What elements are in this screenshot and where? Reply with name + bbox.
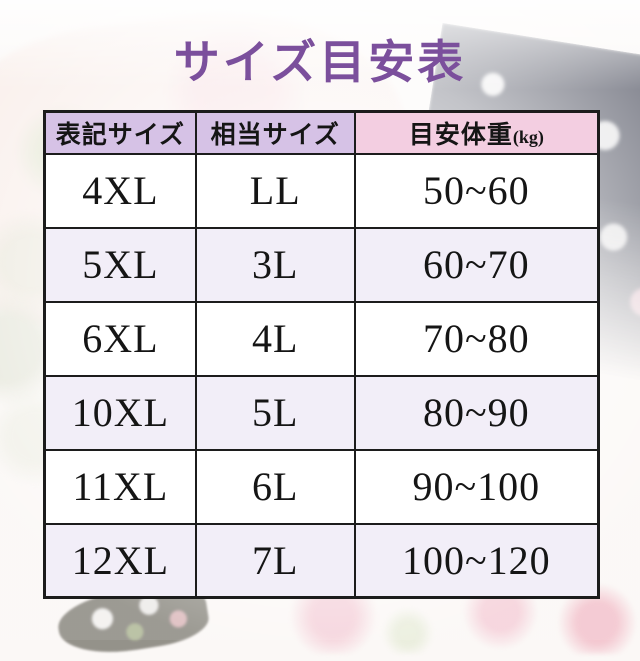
header-weight-unit: (kg): [512, 126, 544, 147]
table-row: 11XL 6L 90~100: [43, 448, 600, 525]
table-row: 4XL LL 50~60: [43, 152, 600, 229]
page-title: サイズ目安表: [173, 37, 467, 88]
cell-equivalent-size: 7L: [194, 522, 356, 599]
cell-display-size: 6XL: [43, 300, 197, 377]
cell-display-size: 5XL: [43, 226, 197, 303]
cell-weight-range: 70~80: [353, 300, 600, 377]
cell-weight-range: 60~70: [353, 226, 600, 303]
cell-weight-range: 100~120: [353, 522, 600, 599]
header-weight: 目安体重(kg): [353, 110, 600, 155]
table-row: 12XL 7L 100~120: [43, 522, 600, 599]
header-equivalent-size: 相当サイズ: [194, 110, 356, 155]
table-row: 5XL 3L 60~70: [43, 226, 600, 303]
cell-equivalent-size: 5L: [194, 374, 356, 451]
size-guide-table: 表記サイズ 相当サイズ 目安体重(kg) 4XL LL 50~60 5XL 3L…: [43, 110, 600, 599]
cell-equivalent-size: 4L: [194, 300, 356, 377]
cell-display-size: 10XL: [43, 374, 197, 451]
header-display-size: 表記サイズ: [43, 110, 197, 155]
cell-weight-range: 50~60: [353, 152, 600, 229]
table-row: 10XL 5L 80~90: [43, 374, 600, 451]
cell-display-size: 11XL: [43, 448, 197, 525]
cell-weight-range: 90~100: [353, 448, 600, 525]
cell-equivalent-size: 3L: [194, 226, 356, 303]
cell-display-size: 4XL: [43, 152, 197, 229]
cell-display-size: 12XL: [43, 522, 197, 599]
cell-equivalent-size: 6L: [194, 448, 356, 525]
cell-equivalent-size: LL: [194, 152, 356, 229]
table-header-row: 表記サイズ 相当サイズ 目安体重(kg): [43, 110, 600, 155]
cell-weight-range: 80~90: [353, 374, 600, 451]
table-row: 6XL 4L 70~80: [43, 300, 600, 377]
header-weight-label: 目安体重: [408, 121, 513, 149]
